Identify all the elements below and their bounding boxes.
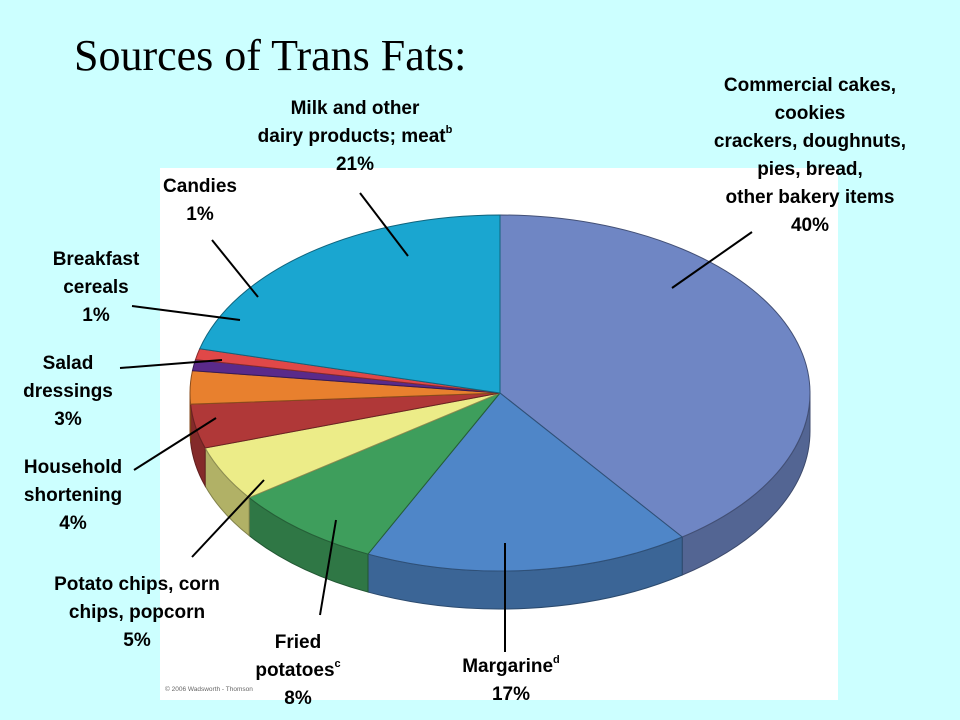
slice-label-1: Margarined 17% (462, 653, 560, 709)
slice-label-line: potatoesc (255, 658, 341, 682)
footnote-marker: c (334, 658, 341, 670)
slice-percent: 8% (284, 688, 312, 709)
slice-label-line: cookies (774, 103, 846, 124)
slice-label-2: Fried potatoesc 8% (255, 629, 340, 713)
slice-percent: 4% (59, 513, 87, 534)
slice-label-8: Milk and other dairy products; meatb 21% (258, 95, 453, 179)
slice-percent: 21% (335, 154, 375, 175)
slice-label-6: Breakfast cereals 1% (53, 246, 140, 330)
pie-slice-8 (199, 214, 501, 394)
slice-label-line: cereals (63, 277, 129, 298)
leader-line-3 (191, 479, 265, 558)
slice-label-5: Salad dressings 3% (23, 350, 113, 434)
slice-label-line: Commercial cakes, (723, 75, 897, 96)
slice-label-line: Candies (163, 176, 237, 197)
slice-label-line: Milk and other (290, 98, 420, 119)
footnote-marker: b (445, 124, 453, 136)
slice-label-line: other bakery items (725, 187, 895, 208)
slice-label-line: Breakfast (52, 249, 140, 270)
pie-slice-0 (499, 214, 811, 538)
slice-label-line: Household (23, 457, 123, 478)
leader-line-8 (359, 192, 409, 257)
slice-percent: 40% (790, 215, 830, 236)
slice-percent: 1% (186, 204, 214, 225)
slice-label-0: Commercial cakes, cookies crackers, doughn… (714, 72, 906, 240)
pie-slice-1 (367, 392, 684, 572)
slice-percent: 5% (123, 630, 151, 651)
leader-line-4 (133, 417, 217, 471)
slice-label-line: chips, popcorn (68, 602, 206, 623)
slice-label-line: shortening (23, 485, 123, 506)
slice-label-line: crackers, doughnuts, (713, 131, 907, 152)
slice-percent: 17% (491, 684, 531, 705)
slide-title: Sources of Trans Fats: (74, 31, 467, 80)
slice-label-line: Fried (274, 632, 322, 653)
footnote-marker: d (553, 654, 560, 666)
slice-label-line: dressings (23, 381, 113, 402)
copyright-note: © 2006 Wadsworth - Thomson (165, 686, 253, 693)
leader-line-0 (671, 231, 753, 289)
slice-label-3: Potato chips, corn chips, popcorn 5% (54, 571, 220, 655)
leader-line-7 (211, 239, 259, 298)
slice-label-line: Salad (42, 353, 94, 374)
pie-slice-2 (248, 392, 501, 555)
slice-label-line: pies, bread, (757, 159, 863, 180)
slice-percent: 1% (82, 305, 110, 326)
leader-line-5 (119, 359, 223, 369)
slice-label-line: Potato chips, corn (54, 574, 220, 595)
leader-line-6 (131, 305, 241, 321)
slice-label-line: Margarined (462, 654, 560, 678)
slice-percent: 3% (54, 409, 82, 430)
slice-label-line: dairy products; meatb (257, 124, 453, 148)
leader-line-2 (319, 519, 337, 616)
slice-label-4: Household shortening 4% (24, 454, 122, 538)
slice-label-7: Candies 1% (163, 173, 237, 229)
